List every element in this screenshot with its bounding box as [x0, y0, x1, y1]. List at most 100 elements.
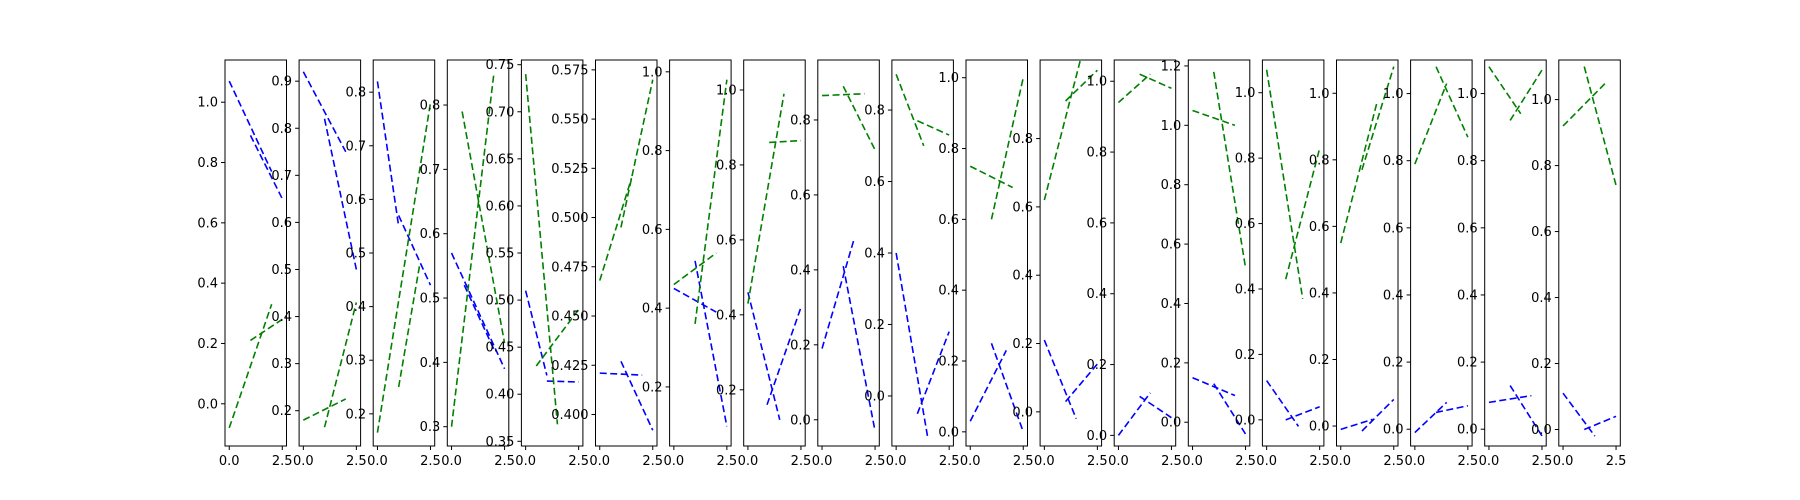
panel-series-group [598, 79, 654, 431]
panel-series-group [302, 71, 358, 428]
panel-series-group [1488, 66, 1543, 437]
panel-10: 0.00.20.40.60.80.0 2.5 [864, 59, 960, 469]
y-tick-label: 0.3 [346, 354, 367, 369]
y-tick-label: 0.75 [485, 58, 514, 73]
blue-dashed-line [249, 135, 283, 200]
x-tick-label: 0.0 [1108, 454, 1129, 469]
green-dashed-line [1064, 69, 1098, 102]
blue-dashed-line [694, 260, 728, 427]
green-dashed-line [323, 302, 358, 428]
y-tick-label: 1.0 [716, 83, 737, 98]
y-tick-label: 0.8 [1235, 152, 1256, 167]
blue-dashed-line [673, 287, 717, 313]
blue-dashed-line [1043, 339, 1077, 419]
x-tick-label: 2.5 [717, 454, 738, 469]
y-tick-label: 0.6 [1235, 217, 1256, 232]
y-tick-label: 0.2 [642, 380, 663, 395]
x-tick-label: 0.0 [886, 454, 907, 469]
green-dashed-line [1361, 66, 1395, 171]
y-tick-label: 0.3 [420, 420, 441, 435]
x-tick-label: 2.5 [642, 454, 663, 469]
x-tick-label: 2.5 [939, 454, 960, 469]
y-tick-label: 0.0 [1087, 429, 1108, 444]
y-tick-label: 0.8 [864, 104, 885, 119]
y-tick-label: 0.2 [716, 383, 737, 398]
y-tick-label: 0.60 [485, 199, 514, 214]
blue-dashed-line [599, 372, 643, 376]
blue-dashed-line [990, 343, 1025, 433]
x-tick-label: 0.0 [1479, 454, 1500, 469]
y-tick-label: 0.425 [551, 359, 588, 374]
panel-series-group [821, 85, 876, 432]
panel-series-group [895, 74, 950, 439]
y-tick-label: 0.0 [1457, 423, 1478, 438]
blue-dashed-line [916, 331, 950, 415]
y-tick-label: 0.2 [1161, 356, 1182, 371]
blue-dashed-line [450, 252, 506, 370]
y-tick-label: 0.4 [864, 247, 885, 262]
y-tick-label: 0.35 [485, 435, 514, 450]
y-tick-label: 0.6 [790, 188, 811, 203]
y-tick-label: 0.8 [197, 156, 218, 171]
panel-series-group [376, 81, 432, 433]
green-dashed-line [747, 93, 785, 304]
y-tick-label: 0.55 [485, 247, 514, 262]
x-tick-label: 2.5 [1235, 454, 1256, 469]
panel-series-group [1265, 69, 1321, 427]
blue-dashed-line [323, 118, 358, 270]
panel-19: 0.00.20.40.60.81.00.0 2.5 [1531, 59, 1626, 469]
blue-dashed-line [766, 307, 802, 406]
green-dashed-line [990, 77, 1025, 220]
y-tick-label: 0.6 [642, 223, 663, 238]
y-tick-label: 0.5 [346, 247, 367, 262]
blue-dashed-line [302, 71, 347, 153]
x-tick-label: 0.0 [515, 454, 536, 469]
y-tick-label: 0.2 [271, 404, 292, 419]
green-dashed-line [450, 72, 495, 427]
green-dashed-line [1284, 148, 1321, 280]
y-tick-label: 0.0 [197, 397, 218, 412]
y-tick-label: 0.2 [1383, 356, 1404, 371]
blue-dashed-line [1285, 406, 1320, 421]
x-tick-label: 0.0 [1182, 454, 1203, 469]
y-tick-label: 0.6 [1087, 216, 1108, 231]
panel-series-group [450, 72, 506, 427]
green-dashed-line [535, 309, 580, 367]
panel-series-group [673, 79, 728, 427]
blue-dashed-line [1340, 418, 1373, 431]
y-tick-label: 0.65 [485, 152, 514, 167]
axes-frame [669, 59, 732, 447]
x-tick-label: 0.0 [1256, 454, 1277, 469]
blue-dashed-line [842, 265, 876, 432]
y-tick-label: 0.2 [197, 337, 218, 352]
y-tick-label: 0.5 [271, 263, 292, 278]
y-tick-label: 0.8 [1087, 146, 1108, 161]
y-tick-label: 0.45 [485, 341, 514, 356]
blue-dashed-line [1192, 376, 1236, 397]
x-tick-label: 0.0 [663, 454, 684, 469]
y-tick-label: 0.8 [1531, 159, 1552, 174]
x-tick-label: 2.5 [1383, 454, 1404, 469]
blue-dashed-line [397, 215, 432, 286]
x-tick-label: 2.5 [568, 454, 589, 469]
green-dashed-line [228, 304, 273, 429]
blue-dashed-line [376, 81, 400, 227]
x-tick-label: 0.0 [738, 454, 759, 469]
y-tick-label: 0.2 [1531, 357, 1552, 372]
y-tick-label: 0.4 [1161, 297, 1182, 312]
y-tick-label: 0.8 [346, 86, 367, 101]
y-tick-label: 0.50 [485, 294, 514, 309]
y-tick-label: 0.475 [551, 260, 588, 275]
x-tick-label: 2.5 [346, 454, 367, 469]
y-tick-label: 0.4 [271, 310, 292, 325]
y-tick-label: 0.6 [1161, 238, 1182, 253]
panel-series-group [969, 77, 1025, 433]
panel-1: 0.0 0.2 0.4 0.6 0.8 1.0 0.0 2.5 [197, 59, 293, 469]
y-tick-label: 0.6 [271, 216, 292, 231]
y-tick-label: 0.8 [938, 142, 959, 157]
y-tick-label: 1.0 [1235, 86, 1256, 101]
y-tick-label: 1.0 [1087, 75, 1108, 90]
y-tick-label: 0.2 [864, 318, 885, 333]
green-dashed-line [620, 79, 654, 228]
x-tick-label: 0.0 [367, 454, 388, 469]
